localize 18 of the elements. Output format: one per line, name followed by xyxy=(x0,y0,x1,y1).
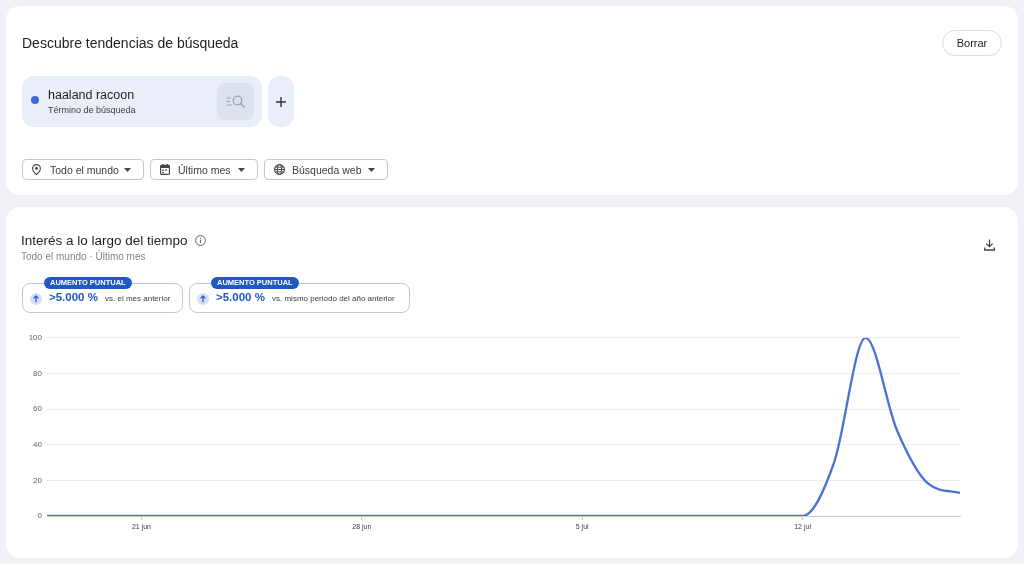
text: vs. mismo periodo del año anterior xyxy=(272,293,395,304)
search-term-chip: haaland racoon Término de búsqueda xyxy=(22,76,262,127)
dropdown-field: Búsqueda web xyxy=(264,159,388,180)
text: >5.000 % xyxy=(49,291,98,305)
y-tick-label: 80 xyxy=(33,368,43,378)
y-tick-label: 60 xyxy=(33,404,43,414)
chart-subtitle: Todo el mundo · Último mes xyxy=(21,251,146,263)
y-tick-label: 100 xyxy=(28,333,43,342)
text: Descubre tendencias de búsqueda xyxy=(22,35,239,52)
text: >5.000 % xyxy=(216,291,265,305)
dropdown-field: Último mes xyxy=(150,159,258,180)
text: vs. el mes anterior xyxy=(105,293,171,304)
line-series xyxy=(47,337,960,516)
y-tick-label: 20 xyxy=(33,475,43,485)
y-tick-label: 40 xyxy=(33,439,43,449)
y-tick-label: 0 xyxy=(37,511,43,521)
dropdown-field: Todo el mundo xyxy=(22,159,144,180)
chart-title: Interés a lo largo del tiempo xyxy=(21,233,188,248)
